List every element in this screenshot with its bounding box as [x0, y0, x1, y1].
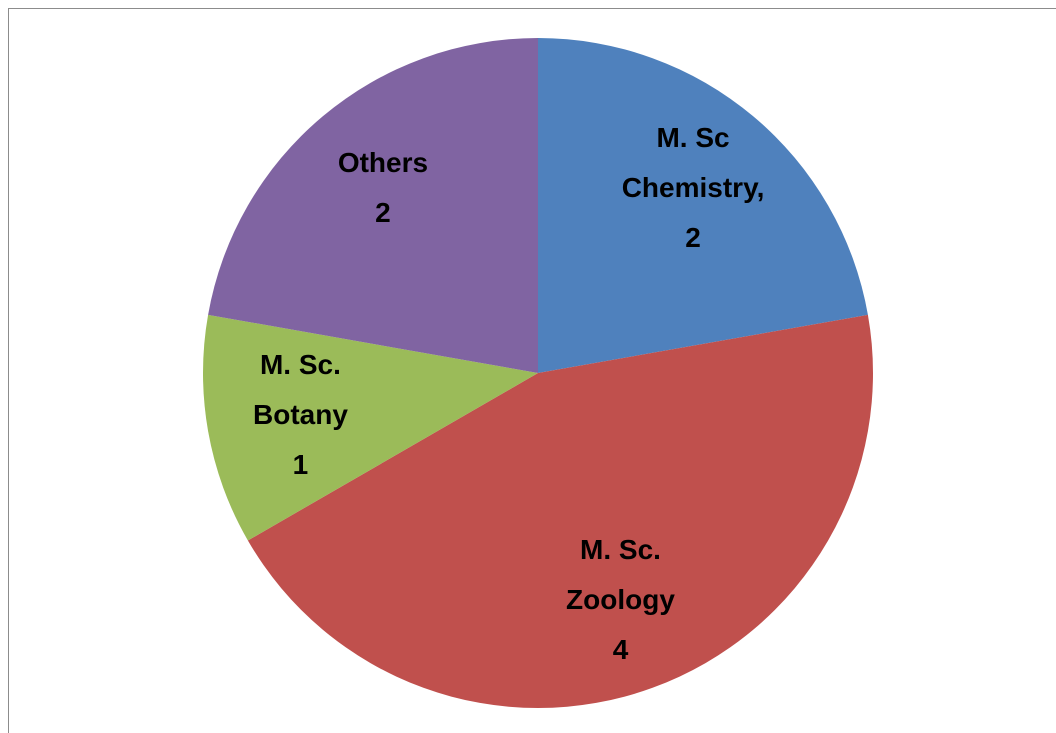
category-label: M. Sc. Zoology — [566, 533, 675, 615]
category-label: M. Sc Chemistry, — [621, 122, 765, 204]
value-label: 2 — [375, 197, 391, 229]
category-label: Others — [337, 147, 429, 179]
value-label: 2 — [685, 222, 701, 254]
value-label: 4 — [612, 633, 629, 665]
category-label: M. Sc. Botany — [253, 348, 348, 430]
slice-label: M. Sc. Botany 1 — [215, 340, 385, 490]
pie-slice — [208, 38, 538, 373]
slice-label: Others 2 — [298, 138, 468, 238]
chart-frame — [8, 8, 1056, 733]
slice-label: M. Sc Chemistry, 2 — [608, 113, 778, 263]
pie-slice — [247, 314, 874, 708]
slice-label: M. Sc. Zoology 4 — [535, 525, 705, 675]
pie-slice — [538, 38, 868, 373]
pie-slice — [202, 314, 538, 541]
value-label: 1 — [292, 448, 309, 480]
